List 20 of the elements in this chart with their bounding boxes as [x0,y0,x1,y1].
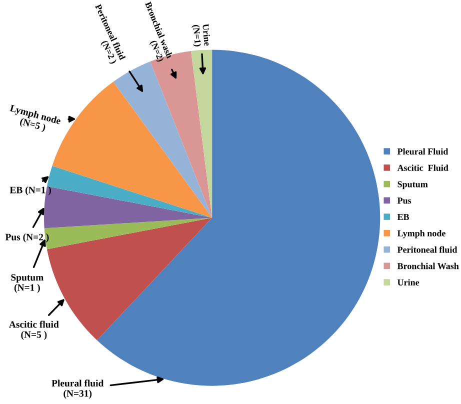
text: Pleural fluid (N=31) [52,380,104,399]
legend-label: Peritoneal fluid [397,246,458,253]
text: EB (N=1 ) [10,186,51,196]
text: Sputum (N=1 ) [11,274,44,293]
legend-label: Pus [397,198,412,204]
legend-label: Lymph node [397,230,446,238]
pie-slice [44,186,212,228]
legend-label: Pleural Fluid [397,148,448,155]
legend-label: Sputum [398,181,428,190]
text: Pus (N=2 ) [5,234,49,242]
pie-slice [190,50,212,218]
legend-label: Bronchial Wash [397,262,459,270]
legend-label: Urine [398,279,420,286]
pie-slice [44,218,212,250]
legend-label: EB [397,214,410,220]
text: Urine (N=1) [191,24,211,47]
text: Lymph node (N=5 ) [9,104,62,133]
pie-slice [46,166,212,218]
legend-label: Ascitic Fluid [397,164,448,171]
text: Ascitic fluid (N=5 ) [9,320,59,340]
